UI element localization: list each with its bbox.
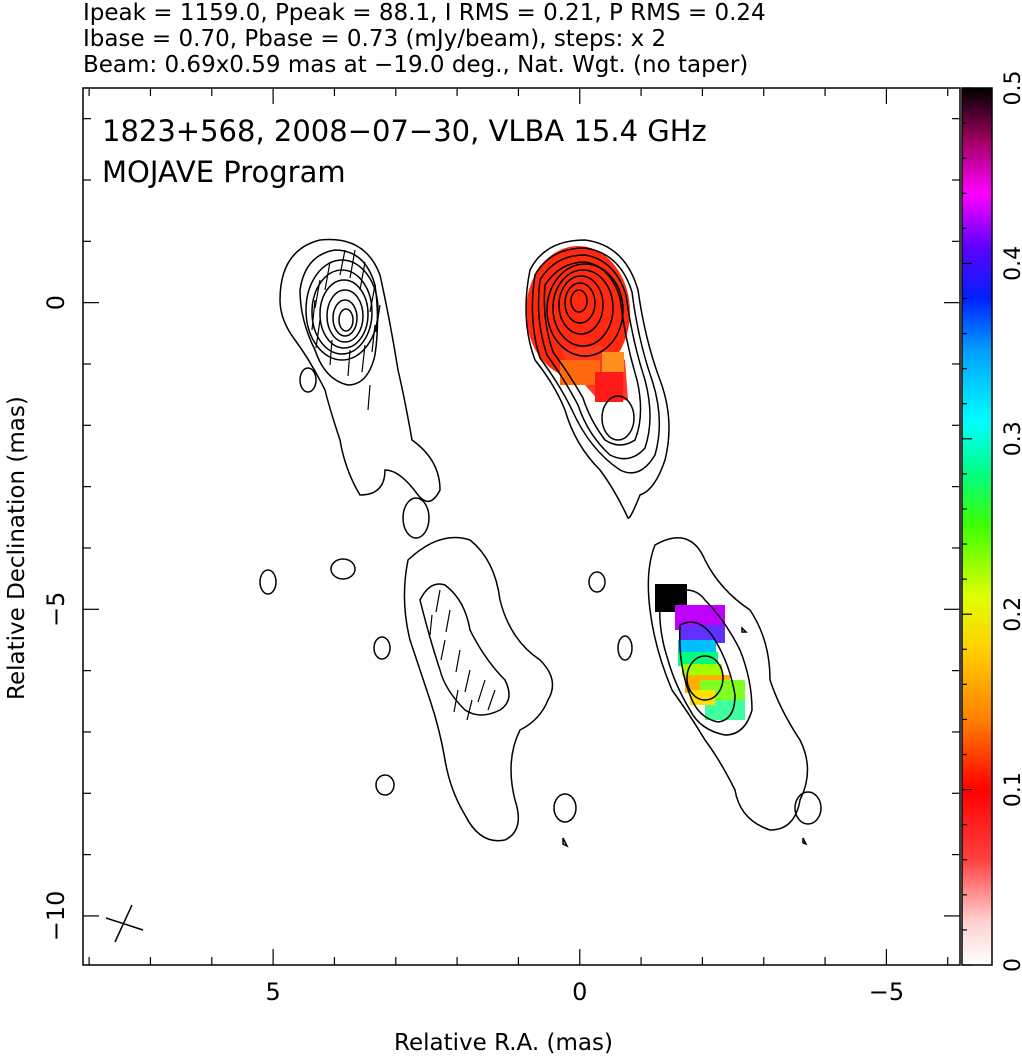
colorbar-tick-label: 0.4 (1001, 246, 1022, 281)
colorbar-tick-label: 0.5 (1001, 71, 1022, 106)
y-axis-label-container: Relative Declination (mas) (4, 396, 30, 700)
plot-frame (82, 87, 961, 966)
colorbar-tick-label: 0.1 (1001, 772, 1022, 807)
header-line-1: Ipeak = 1159.0, Ppeak = 88.1, I RMS = 0.… (83, 0, 766, 26)
colorbar-tick-label: 0.2 (1001, 597, 1022, 632)
left-panel-contours (259, 238, 554, 842)
x-tick-label: −5 (869, 978, 904, 1006)
y-axis-label: Relative Declination (mas) (4, 396, 30, 700)
left-panel-polarization-vectors (311, 249, 496, 721)
colorbar (961, 87, 993, 966)
fracpol-colormap-core (526, 246, 630, 402)
y-tick-label: 0 (42, 295, 70, 310)
x-tick-label: 0 (572, 978, 587, 1006)
right-panel-contours (525, 239, 822, 848)
y-tick-label: −5 (42, 592, 70, 627)
plot-title-line-2: MOJAVE Program (102, 155, 346, 189)
axis-ticks (83, 88, 960, 965)
colorbar-tick-labels: 0 0.1 0.2 0.3 0.4 0.5 (1001, 71, 1022, 973)
x-tick-labels: 5 0 −5 (265, 978, 904, 1006)
y-tick-labels: 0 −5 −10 (42, 295, 70, 941)
x-axis-label: Relative R.A. (mas) (394, 1030, 613, 1056)
header-line-3: Beam: 0.69x0.59 mas at −19.0 deg., Nat. … (83, 52, 749, 78)
x-tick-label: 5 (265, 978, 280, 1006)
colorbar-tick-label: 0.3 (1001, 421, 1022, 456)
colorbar-tick-label: 0 (1001, 958, 1022, 972)
plot-title-line-1: 1823+568, 2008−07−30, VLBA 15.4 GHz (102, 114, 707, 148)
colorbar-ticks (962, 87, 972, 966)
beam-ellipse-marker (105, 904, 144, 943)
fracpol-colormap-knot (655, 584, 745, 720)
header-line-2: Ibase = 0.70, Pbase = 0.73 (mJy/beam), s… (83, 26, 667, 52)
y-tick-label: −10 (42, 891, 70, 942)
